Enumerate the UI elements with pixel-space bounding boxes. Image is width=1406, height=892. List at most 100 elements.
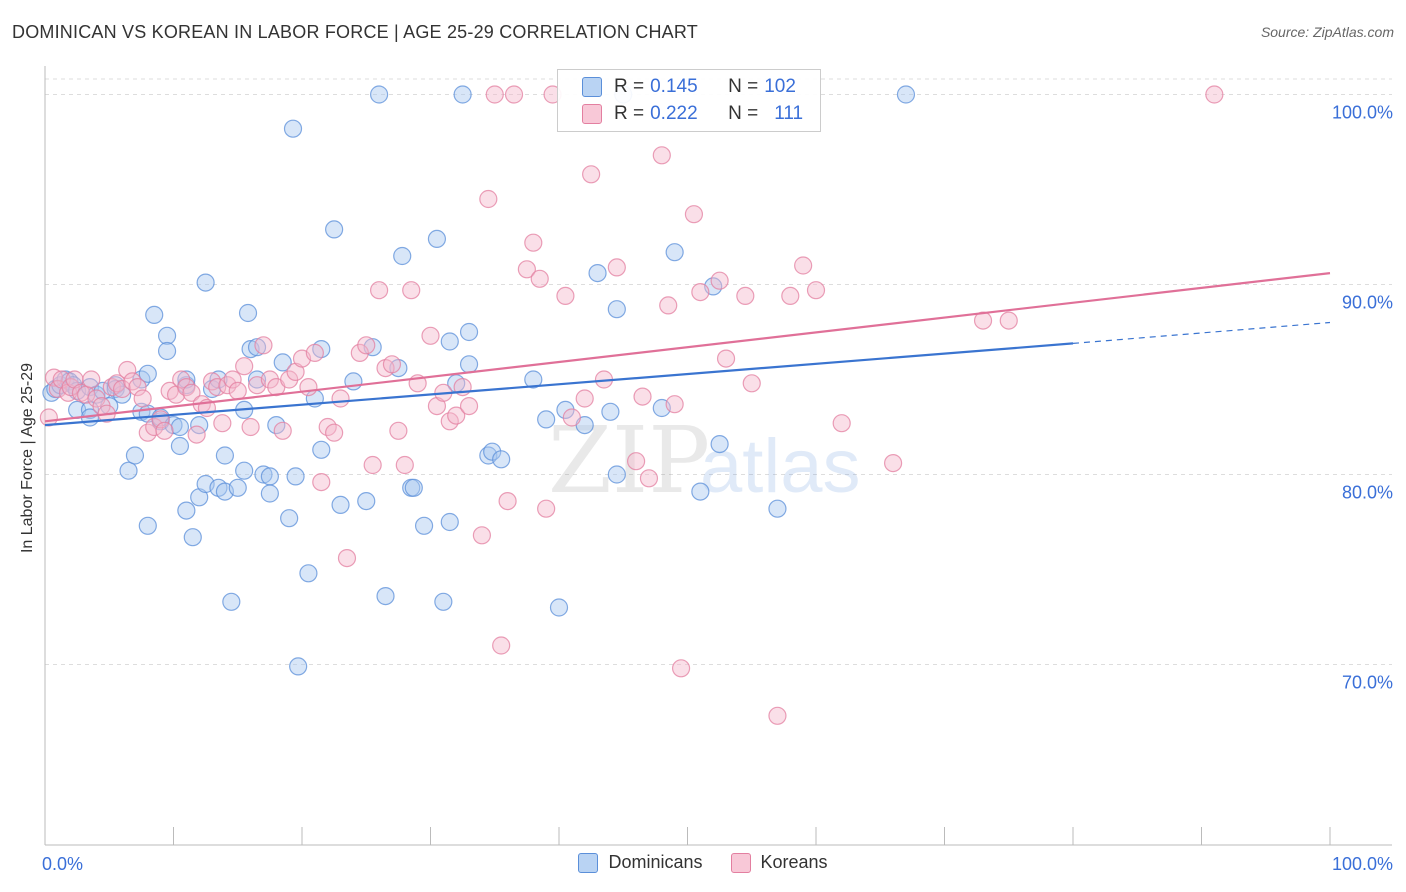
korean-point (112, 379, 132, 399)
korean-point (524, 233, 543, 252)
dominican-point (299, 564, 318, 583)
dominican-point (235, 461, 254, 480)
korean-point (280, 370, 299, 389)
dominican-point (209, 370, 228, 389)
korean-point (691, 283, 710, 302)
dominican-point (556, 400, 575, 419)
bottom-legend-dominicans: Dominicans (578, 852, 703, 873)
dominican-point (170, 436, 190, 456)
korean-point (370, 281, 389, 300)
korean-point (562, 408, 581, 427)
korean-point (39, 408, 58, 427)
korean-point (652, 146, 671, 165)
korean-point (421, 326, 440, 345)
legend-n-label: N = (728, 103, 759, 124)
dominican-point (260, 484, 279, 503)
y-tick-label: 100.0% (1332, 103, 1393, 123)
korean-point (832, 414, 851, 433)
dominican-point (125, 446, 145, 465)
legend-n-value: 111 (774, 103, 804, 124)
dominican-point (588, 264, 607, 283)
dominican-point (247, 370, 267, 389)
korean-point (479, 189, 498, 209)
korean-point (1205, 85, 1224, 104)
dominicans-trend-extension (1072, 321, 1331, 344)
bottom-legend-label: Dominicans (608, 852, 703, 872)
korean-point (517, 260, 536, 279)
dominican-point (138, 364, 157, 383)
dominican-point (459, 322, 479, 342)
korean-point (187, 425, 206, 444)
korean-point (299, 378, 318, 397)
korean-point (710, 271, 729, 290)
dominican-point (177, 501, 196, 520)
legend-swatch-dominicans (582, 77, 602, 97)
korean-point (736, 286, 755, 305)
trend-lines (44, 272, 1331, 427)
dominican-point (280, 509, 299, 528)
korean-point (459, 397, 479, 416)
dominican-point (254, 465, 273, 484)
korean-point (273, 421, 292, 440)
x-tick-label: 0.0% (42, 854, 83, 874)
chart-title: DOMINICAN VS KOREAN IN LABOR FORCE | AGE… (12, 22, 698, 42)
korean-point (228, 381, 247, 400)
korean-point (575, 389, 594, 408)
korean-point (794, 256, 813, 275)
dominican-point (549, 598, 569, 617)
korean-point (607, 258, 626, 277)
korean-point (684, 205, 704, 224)
korean-point (659, 296, 678, 315)
dominican-point (376, 586, 395, 606)
korean-point (118, 360, 137, 380)
bottom-legend-koreans: Koreans (730, 852, 828, 873)
legend-r-label: R = (614, 76, 645, 97)
korean-point (633, 387, 652, 406)
korean-point (128, 378, 147, 397)
legend-r-value: 0.145 (650, 76, 698, 97)
korean-point (145, 417, 164, 437)
dominican-point (440, 332, 459, 351)
korean-point (350, 343, 369, 362)
korean-point (626, 452, 646, 471)
dominican-point (247, 338, 267, 357)
korean-point (781, 286, 800, 305)
watermark-atlas: atlas (700, 424, 861, 509)
korean-point (155, 421, 174, 440)
dominican-point (896, 85, 916, 104)
korean-point (357, 336, 376, 355)
dominican-point (112, 385, 132, 404)
korean-point (305, 343, 324, 362)
korean-point (182, 383, 201, 402)
korean-point (537, 499, 556, 518)
dominicans-points (42, 85, 916, 676)
korean-point (472, 526, 491, 545)
dominican-point (607, 300, 626, 319)
dominican-point (453, 85, 472, 104)
dominican-point (427, 229, 447, 248)
korean-point (556, 286, 575, 305)
korean-point (806, 281, 826, 300)
korean-point (402, 281, 421, 300)
dominican-point (524, 370, 543, 389)
korean-point (492, 636, 511, 655)
korean-point (485, 85, 504, 104)
dominican-point (492, 450, 511, 469)
bottom-legend-label: Koreans (760, 852, 828, 872)
korean-point (177, 378, 196, 397)
korean-point (254, 336, 273, 355)
bottom-legend: Dominicans Koreans (0, 852, 1406, 873)
korean-point (241, 417, 260, 437)
korean-point (883, 454, 903, 473)
korean-point (530, 269, 549, 288)
dominican-point (215, 446, 234, 465)
dominican-point (283, 119, 303, 138)
y-tick-label: 80.0% (1342, 483, 1393, 503)
korean-point (123, 372, 142, 391)
korean-point (671, 659, 691, 678)
dominican-point (260, 467, 279, 486)
korean-point (331, 389, 350, 408)
korean-point (447, 406, 466, 425)
dominican-point (601, 402, 620, 421)
dominican-point (434, 592, 453, 611)
